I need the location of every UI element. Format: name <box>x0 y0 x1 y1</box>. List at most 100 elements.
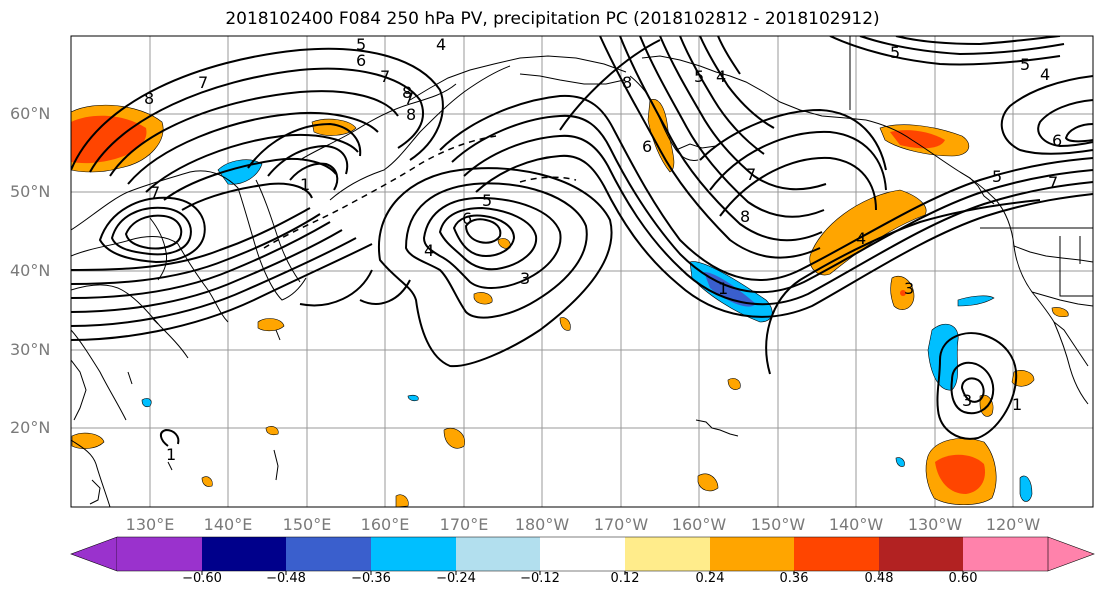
colorbar-tick-label: −0.12 <box>520 571 560 586</box>
colorbar-bin <box>202 537 286 571</box>
lon-label: 140°W <box>828 515 884 534</box>
lon-label: 120°W <box>985 515 1041 534</box>
contour-label: 1 <box>166 445 176 464</box>
colorbar-bin <box>286 537 371 571</box>
precip-positive-area <box>497 238 511 249</box>
lon-label: 150°W <box>750 515 806 534</box>
colorbar-bin <box>625 537 710 571</box>
lat-label: 30°N <box>10 340 51 359</box>
contour-label: 4 <box>1040 65 1050 84</box>
lon-label: 130°W <box>907 515 963 534</box>
islands <box>127 317 739 481</box>
precip-positive-area <box>311 118 357 136</box>
colorbar-bin <box>456 537 540 571</box>
lat-label: 50°N <box>10 182 51 201</box>
contour-label: 6 <box>1052 131 1062 150</box>
contour-label: 7 <box>746 165 756 184</box>
lat-label: 40°N <box>10 261 51 280</box>
colorbar-tick-label: 0.12 <box>610 571 640 586</box>
contour-label: 4 <box>436 35 446 54</box>
lat-label: 20°N <box>10 418 51 437</box>
contour-label: 7 <box>198 73 208 92</box>
colorbar-extend-high <box>1047 536 1095 572</box>
contour-label: 8 <box>144 89 154 108</box>
contour-label: 5 <box>992 167 1002 186</box>
precip-positive-area <box>395 494 409 507</box>
precip-positive-area <box>473 292 493 305</box>
map-title: 2018102400 F084 250 hPa PV, precipitatio… <box>225 9 880 29</box>
contour-label: 8 <box>622 73 632 92</box>
colorbar-bin <box>963 537 1048 571</box>
precip-positive-area <box>443 427 465 449</box>
lon-label: 160°E <box>360 515 410 534</box>
pv-contours <box>71 36 1093 447</box>
lon-label: 160°W <box>671 515 727 534</box>
contour-label: 8 <box>406 105 416 124</box>
lon-label: 180°W <box>514 515 570 534</box>
colorbar-bin <box>794 537 879 571</box>
colorbar-bin <box>371 537 456 571</box>
contour-label: 5 <box>694 67 704 86</box>
contour-label: 1 <box>300 175 310 194</box>
colorbar-tick-label: −0.24 <box>436 571 476 586</box>
colorbar-bin <box>879 537 963 571</box>
map-frame <box>70 35 1094 508</box>
lon-label: 140°E <box>203 515 253 534</box>
contour-label: 3 <box>904 279 914 298</box>
gridlines <box>71 36 1093 507</box>
precip-negative-area <box>141 398 152 408</box>
precip-negative-area <box>1019 475 1033 502</box>
contour-label: 7 <box>150 183 160 202</box>
precip-negative-area <box>407 394 419 402</box>
precip-strong-positive-area <box>71 115 147 164</box>
contour-label: 4 <box>716 67 726 86</box>
precip-positive-area <box>201 476 213 487</box>
colorbar-tick-label: 0.48 <box>864 571 894 586</box>
precip-positive-area <box>265 426 279 436</box>
colorbar-tick-label: −0.36 <box>351 571 391 586</box>
contour-labels: 5 6 7 8 4 7 8 7 1 7 8 6 5 4 3 8 6 4 7 8 … <box>144 35 1062 464</box>
colorbar-bin <box>540 537 625 571</box>
precip-negative-area <box>927 323 959 391</box>
contour-label: 8 <box>402 83 412 102</box>
contour-label: 1 <box>718 279 728 298</box>
contour-label: 3 <box>520 269 530 288</box>
precip-positive-area <box>1051 307 1069 318</box>
lat-label: 60°N <box>10 104 51 123</box>
contour-label: 6 <box>462 209 472 228</box>
contour-label: 7 <box>380 67 390 86</box>
contour-label: 5 <box>356 35 366 54</box>
contour-label: 7 <box>1048 173 1058 192</box>
colorbar-extend-low <box>70 536 118 572</box>
precip-positive-area <box>697 473 719 492</box>
contour-label: 5 <box>1020 55 1030 74</box>
contour-label: 5 <box>890 43 900 62</box>
precip-positive-area <box>559 317 571 331</box>
colorbar-tick-label: 0.24 <box>695 571 725 586</box>
pv-dashed-contour <box>263 135 577 249</box>
colorbar-bin <box>117 537 202 571</box>
contour-label: 4 <box>424 241 434 260</box>
contour-label: 6 <box>642 137 652 156</box>
contour-label: 1 <box>1012 395 1022 414</box>
lon-label: 150°E <box>282 515 332 534</box>
colorbar-bin <box>710 537 794 571</box>
precip-strong-positive-area <box>935 454 986 494</box>
colorbar-tick-label: 0.36 <box>779 571 809 586</box>
contour-label: 3 <box>962 391 972 410</box>
colorbar-tick-label: 0.60 <box>948 571 978 586</box>
precip-shading <box>71 99 1069 507</box>
colorbar-tick-label: −0.60 <box>182 571 222 586</box>
contour-label: 4 <box>856 229 866 248</box>
contour-label: 5 <box>482 191 492 210</box>
precip-positive-area <box>71 432 105 449</box>
precip-negative-area <box>895 457 905 467</box>
precip-positive-area <box>727 378 741 390</box>
lon-label: 130°E <box>125 515 175 534</box>
precip-positive-area <box>257 318 285 332</box>
precip-negative-area <box>957 295 995 307</box>
lon-label: 170°W <box>593 515 649 534</box>
contour-label: 8 <box>740 207 750 226</box>
lon-label: 170°E <box>439 515 489 534</box>
